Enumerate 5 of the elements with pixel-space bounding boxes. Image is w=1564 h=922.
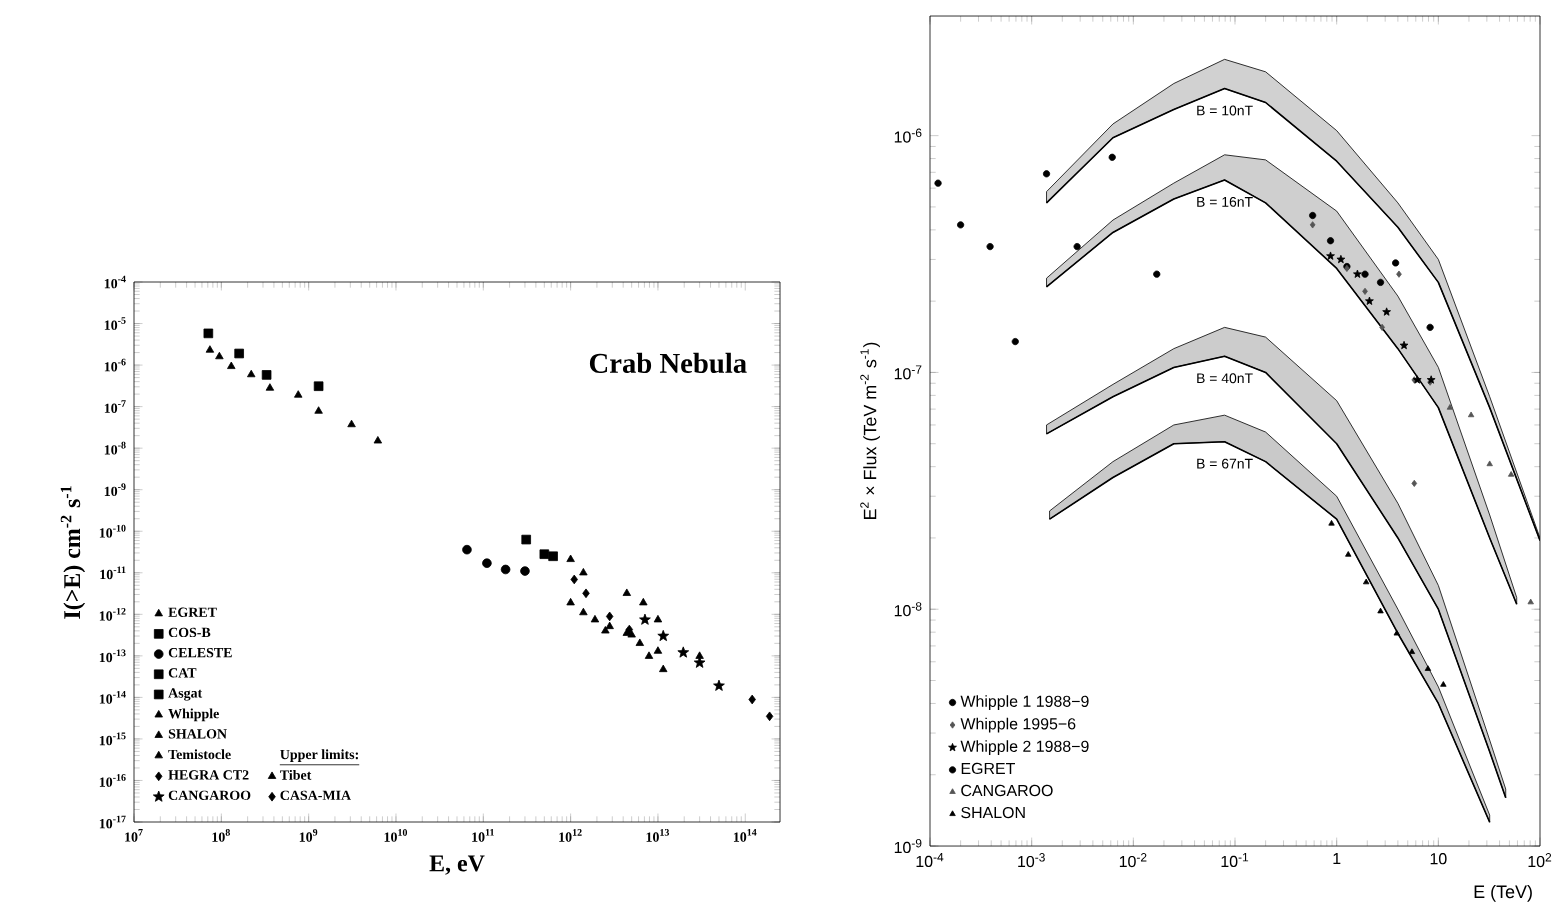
x-axis-title: E (TeV) — [1474, 884, 1532, 902]
y-axis-title: E$^{2}$ × Flux (TeV m$^{-2}$ s$^{-1}$) — [860, 342, 880, 519]
text: Crab Nebula — [589, 352, 747, 374]
y-axis-title: I(>E) cm$^{-2}$ s$^{-1}$ — [60, 486, 86, 619]
x-axis-title: E, eV — [429, 855, 485, 875]
